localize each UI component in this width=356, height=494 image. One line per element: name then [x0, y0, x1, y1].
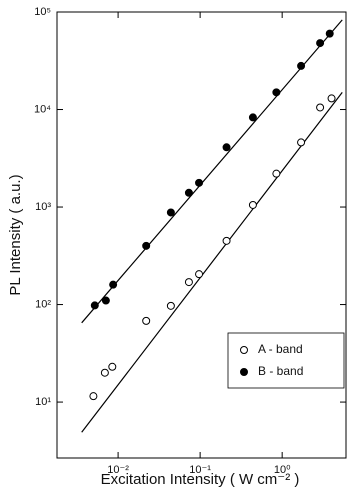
data-point [166, 208, 175, 217]
y-tick-label: 10¹ [35, 396, 51, 408]
data-point [272, 169, 281, 178]
data-point [195, 270, 204, 279]
data-point [325, 29, 334, 38]
legend-marker [240, 346, 248, 354]
y-axis-label: PL Intensity ( a.u.) [7, 174, 24, 295]
data-point [327, 94, 336, 103]
data-point [297, 61, 306, 70]
plot-frame [56, 11, 347, 459]
data-point [195, 178, 204, 187]
data-point [166, 301, 175, 310]
data-point [142, 241, 151, 250]
x-axis-label: Excitation Intensity ( W cm⁻² ) [101, 471, 300, 488]
data-point [101, 296, 110, 305]
y-tick-label: 10⁴ [34, 103, 51, 115]
x-tick-label: 10⁻¹ [189, 464, 211, 476]
data-point [184, 278, 193, 287]
fit-line [81, 19, 343, 324]
data-point [142, 316, 151, 325]
y-tick-label: 10³ [35, 201, 51, 213]
data-point [90, 301, 99, 310]
data-point [109, 280, 118, 289]
data-point [248, 200, 257, 209]
x-tick-label: 10⁻² [107, 464, 129, 476]
legend-marker [240, 368, 248, 376]
y-tick-label: 10² [35, 298, 51, 310]
data-point [248, 113, 257, 122]
data-point [272, 88, 281, 97]
fit-line [81, 91, 343, 433]
data-point [222, 143, 231, 152]
legend-box [227, 332, 345, 389]
legend-label: A - band [258, 342, 303, 356]
data-point [184, 188, 193, 197]
x-tick-label: 10⁰ [274, 464, 291, 476]
data-point [297, 138, 306, 147]
data-point [316, 103, 325, 112]
data-point [222, 236, 231, 245]
legend-label: B - band [258, 364, 303, 378]
y-tick-label: 10⁵ [34, 6, 51, 18]
data-point [108, 362, 117, 371]
data-point [316, 39, 325, 48]
data-point [89, 392, 98, 401]
data-point [100, 368, 109, 377]
